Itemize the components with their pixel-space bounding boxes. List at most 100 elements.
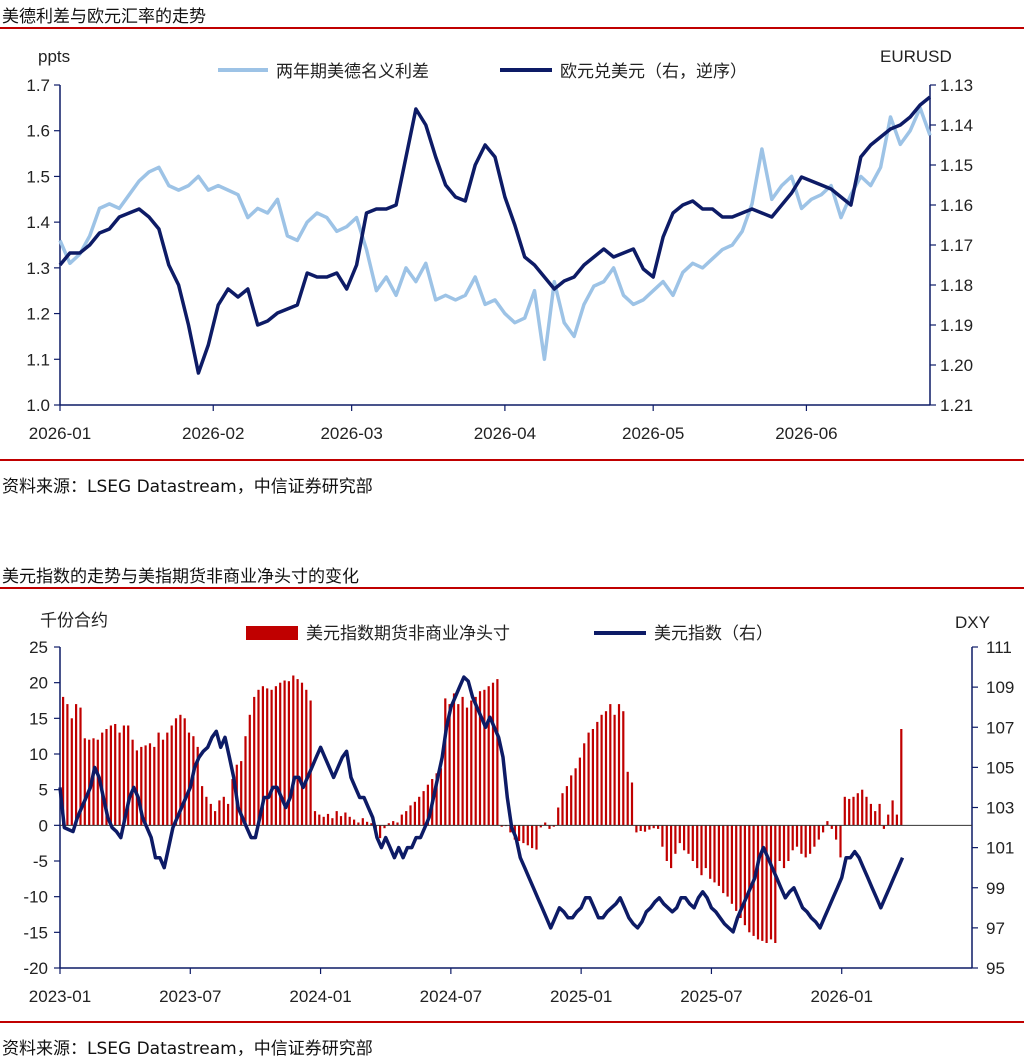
position-bar — [405, 811, 408, 826]
chart2-title: 美元指数的走势与美指期货非商业净头寸的变化 — [2, 567, 359, 587]
position-bar — [630, 782, 634, 826]
right-tick-label: 1.17 — [940, 236, 973, 255]
position-bar — [135, 750, 138, 826]
right-tick-label: 1.19 — [940, 316, 973, 335]
position-bar — [357, 822, 360, 826]
position-bar — [470, 700, 473, 826]
position-bar — [96, 739, 99, 826]
x-tick-label: 2026-05 — [622, 424, 684, 443]
position-bar — [465, 707, 469, 826]
position-bar — [483, 689, 486, 826]
left-tick-label: 1.3 — [26, 259, 50, 278]
legend-swatch-positions — [246, 626, 298, 640]
left-tick-label: 5 — [39, 781, 48, 800]
left-tick-label: 1.7 — [26, 76, 50, 95]
position-bar — [778, 825, 781, 861]
position-bar — [735, 825, 738, 911]
position-bar — [652, 825, 655, 829]
position-bar — [765, 825, 768, 943]
position-bar — [214, 811, 217, 826]
chart2-svg: 2520151050-5-10-15-201111091071051031019… — [23, 611, 1014, 1006]
position-bar — [591, 729, 594, 826]
position-bar — [839, 825, 842, 858]
position-bar — [370, 823, 373, 826]
position-bar — [704, 825, 707, 869]
position-bar — [604, 711, 608, 826]
position-bar — [361, 818, 364, 826]
position-bar — [791, 825, 794, 851]
position-bar — [748, 825, 751, 933]
chart1-source: 资料来源：LSEG Datastream，中信证券研究部 — [2, 477, 373, 497]
chart1-bottom-rule — [0, 459, 1024, 461]
position-bar — [869, 803, 872, 826]
position-bar — [62, 696, 65, 826]
position-bar — [882, 825, 885, 829]
position-bar — [322, 816, 325, 826]
position-bar — [274, 686, 277, 826]
position-bar — [565, 786, 568, 826]
position-bar — [209, 803, 212, 826]
position-bar — [804, 825, 807, 858]
position-bar — [114, 724, 117, 826]
position-bar — [709, 825, 712, 879]
position-bar — [500, 825, 503, 827]
position-bar — [266, 688, 269, 826]
left-tick-label: 1.5 — [26, 167, 50, 186]
position-bar — [227, 803, 230, 826]
position-bar — [305, 689, 308, 826]
position-bar — [366, 821, 369, 826]
position-bar — [231, 779, 234, 826]
position-bar — [318, 814, 321, 826]
position-bar — [613, 714, 616, 826]
position-bar — [478, 691, 482, 826]
position-bar — [174, 718, 178, 826]
position-bar — [891, 800, 894, 826]
position-bar — [843, 796, 846, 826]
left-axis-label: ppts — [38, 47, 70, 66]
x-tick-label: 2025-07 — [680, 987, 742, 1006]
right-tick-label: 99 — [986, 879, 1005, 898]
position-bar — [383, 825, 386, 829]
position-bar — [809, 825, 812, 854]
left-tick-label: 1.1 — [26, 350, 50, 369]
legend-label-dxy: 美元指数（右） — [654, 624, 773, 644]
position-bar — [105, 729, 108, 826]
position-bar — [339, 816, 343, 826]
position-bar — [696, 825, 699, 869]
chart1-title: 美德利差与欧元汇率的走势 — [2, 7, 206, 27]
x-tick-label: 2026-06 — [775, 424, 837, 443]
position-bar — [874, 811, 877, 826]
position-bar — [153, 746, 156, 826]
position-bar — [196, 746, 199, 826]
position-bar — [300, 682, 304, 826]
position-bar — [635, 825, 638, 833]
chart1-svg: 1.0 1.1 1.2 1.3 1.4 1.5 1.6 1.7 1.13 1.14 1.15 1.16… — [26, 47, 973, 443]
right-tick-label: 1.14 — [940, 116, 973, 135]
position-bar — [817, 825, 820, 840]
position-bar — [79, 707, 82, 826]
position-bar — [826, 821, 829, 826]
position-bar — [535, 825, 538, 850]
position-bar — [665, 825, 668, 861]
position-bar — [140, 746, 143, 826]
position-bar — [795, 825, 799, 847]
left-tick-label: 1.0 — [26, 396, 50, 415]
position-bar — [730, 825, 733, 904]
position-bar — [578, 757, 581, 826]
position-bar — [109, 725, 112, 826]
left-tick-label: 25 — [29, 638, 48, 657]
position-bar — [639, 825, 642, 831]
position-bar — [835, 825, 838, 840]
position-bar — [726, 825, 729, 897]
position-bar — [557, 807, 560, 826]
position-bar — [683, 825, 686, 851]
position-bar — [270, 689, 273, 826]
position-bar — [248, 714, 251, 826]
position-bar — [218, 800, 221, 826]
position-bar — [205, 796, 208, 826]
x-tick-label: 2025-01 — [550, 987, 612, 1006]
position-bar — [435, 773, 438, 826]
position-bar — [452, 693, 456, 826]
x-tick-label: 2026-01 — [29, 424, 91, 443]
position-bar — [422, 791, 425, 826]
